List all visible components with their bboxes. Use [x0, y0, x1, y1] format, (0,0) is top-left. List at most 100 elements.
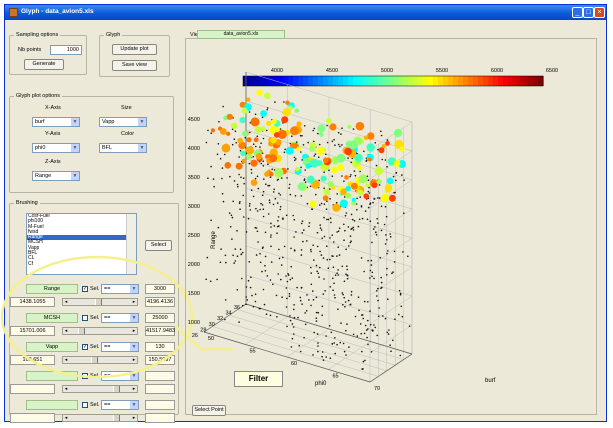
slider-thumb[interactable] — [112, 415, 120, 421]
select-button[interactable]: Select — [145, 240, 172, 251]
list-item[interactable]: Vapp — [28, 244, 40, 251]
filter-value-input[interactable] — [145, 400, 175, 410]
list-item[interactable]: MCSH — [28, 239, 43, 246]
filter-value-input[interactable] — [145, 371, 175, 381]
glyph-point — [274, 132, 280, 138]
list-item[interactable]: CL — [28, 255, 35, 262]
filter-range-slider[interactable]: ◂ ▸ — [62, 414, 138, 422]
data-point — [367, 190, 370, 193]
data-point — [249, 131, 251, 134]
glyph-point — [345, 185, 351, 192]
filter-value-input[interactable]: 25000 — [145, 313, 175, 323]
file-tab[interactable]: data_avion5.xls — [197, 30, 285, 39]
y-tick-label: 28 — [200, 327, 206, 333]
filter-operator-select[interactable]: == ▼ — [101, 342, 139, 352]
glyph-point — [275, 139, 282, 146]
data-point — [287, 168, 289, 170]
y-axis-select[interactable]: phi0 ▼ — [32, 143, 80, 153]
filter-operator-select[interactable]: == ▼ — [101, 313, 139, 323]
filter-enable-checkbox[interactable]: ✓ — [82, 286, 88, 292]
data-point — [276, 232, 278, 234]
data-point — [244, 136, 247, 139]
data-point — [371, 275, 373, 278]
data-point — [398, 289, 401, 292]
generate-button[interactable]: Generate — [24, 59, 64, 70]
filter-range-slider[interactable]: ◂ ▸ — [62, 298, 138, 306]
x-axis-select[interactable]: burf ▼ — [32, 117, 80, 127]
data-point — [399, 292, 402, 295]
title-bar[interactable]: Glyph - data_avion5.xls _ □ × — [5, 5, 606, 20]
maximize-button[interactable]: □ — [583, 7, 594, 18]
data-point — [282, 256, 284, 259]
z-axis-select[interactable]: Range ▼ — [32, 171, 80, 181]
data-point — [364, 324, 367, 327]
list-item[interactable]: Cosf-Fuel — [28, 213, 50, 219]
data-point — [239, 149, 242, 152]
z-tick-label: 1000 — [188, 320, 200, 326]
update-plot-button[interactable]: Update plot — [112, 44, 157, 55]
glyph-point — [246, 97, 251, 102]
data-point — [342, 304, 344, 306]
data-point — [321, 351, 324, 353]
glyph-point — [224, 162, 232, 169]
arrow-right-icon[interactable]: ▸ — [132, 357, 136, 363]
colorbar-segment — [303, 76, 309, 86]
list-item[interactable]: Range — [27, 234, 136, 241]
data-point — [310, 272, 312, 274]
arrow-left-icon[interactable]: ◂ — [64, 357, 68, 363]
filter-range-slider[interactable]: ◂ ▸ — [62, 356, 138, 364]
filter-value-input[interactable]: 3000 — [145, 284, 175, 294]
minimize-button[interactable]: _ — [572, 7, 583, 18]
scatter-3d-chart[interactable]: 4000 4500 5000 5500 6000 6500 1000 1500 2000 2500… — [185, 40, 597, 402]
filter-range-slider[interactable]: ◂ ▸ — [62, 327, 138, 335]
list-item[interactable]: BFL — [28, 250, 38, 257]
variable-list[interactable]: Cosf-Fuel phi100 M-Fuel fwsd Range MCSH … — [26, 213, 137, 275]
list-scrollbar[interactable] — [126, 214, 136, 274]
close-button[interactable]: × — [594, 7, 605, 18]
slider-thumb[interactable] — [95, 299, 103, 305]
data-point — [233, 262, 235, 264]
data-point — [231, 238, 233, 240]
data-point — [286, 297, 288, 300]
data-point — [352, 333, 355, 336]
filter-value-input[interactable]: 130 — [145, 342, 175, 352]
list-item[interactable]: fwsd — [28, 228, 39, 235]
arrow-right-icon[interactable]: ▸ — [132, 386, 136, 392]
arrow-left-icon[interactable]: ◂ — [64, 328, 68, 334]
data-point — [334, 297, 336, 299]
arrow-right-icon[interactable]: ▸ — [132, 415, 136, 421]
data-point — [369, 269, 372, 272]
list-item[interactable]: phi100 — [28, 218, 44, 225]
filter-operator-select[interactable]: == ▼ — [101, 400, 139, 410]
filter-operator-select[interactable]: == ▼ — [101, 284, 139, 294]
nb-points-input[interactable]: 1000 — [50, 45, 82, 55]
save-view-button[interactable]: Save view — [112, 60, 157, 71]
arrow-left-icon[interactable]: ◂ — [64, 386, 68, 392]
arrow-right-icon[interactable]: ▸ — [132, 328, 136, 334]
data-point — [264, 264, 266, 267]
filter-enable-checkbox[interactable]: ✓ — [82, 344, 88, 350]
colorbar-segment — [383, 76, 389, 86]
list-item[interactable]: Cf — [28, 260, 33, 267]
data-point — [328, 325, 331, 327]
select-point-button[interactable]: Select Point — [192, 405, 226, 416]
data-point — [327, 267, 330, 269]
data-point — [329, 217, 332, 219]
size-select[interactable]: Vapp ▼ — [99, 117, 147, 127]
slider-thumb[interactable] — [77, 328, 85, 334]
slider-thumb[interactable] — [91, 357, 99, 363]
filter-range-slider[interactable]: ◂ ▸ — [62, 385, 138, 393]
z-axis-label: Z-Axis — [45, 159, 61, 165]
color-select[interactable]: BFL ▼ — [99, 143, 147, 153]
arrow-left-icon[interactable]: ◂ — [64, 299, 68, 305]
list-item[interactable]: M-Fuel — [28, 223, 44, 230]
arrow-right-icon[interactable]: ▸ — [132, 299, 136, 305]
data-point — [300, 249, 303, 251]
filter-enable-checkbox[interactable] — [82, 402, 88, 408]
arrow-left-icon[interactable]: ◂ — [64, 415, 68, 421]
data-point — [363, 270, 365, 273]
filter-enable-checkbox[interactable] — [82, 315, 88, 321]
data-point — [325, 208, 328, 210]
slider-thumb[interactable] — [112, 386, 120, 392]
data-point — [344, 214, 347, 217]
